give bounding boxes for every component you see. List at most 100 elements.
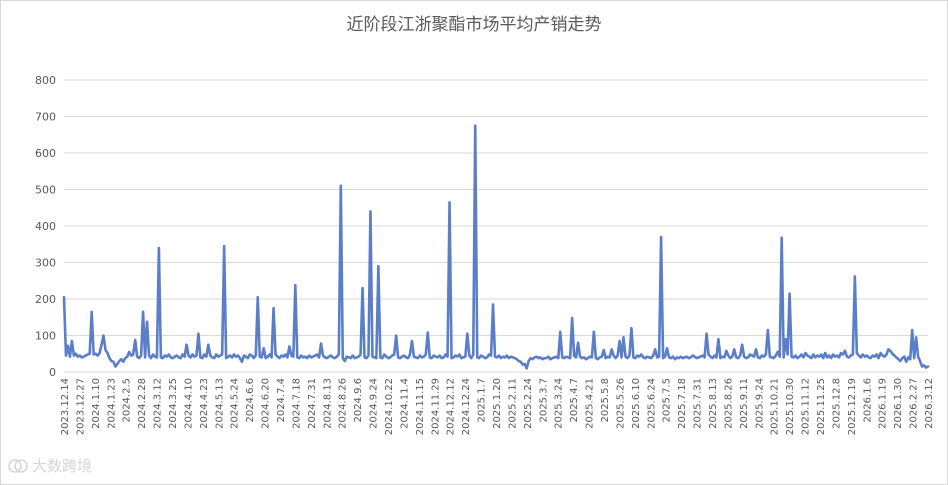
data-point <box>589 356 591 358</box>
data-point <box>500 357 502 359</box>
data-point <box>585 358 587 360</box>
data-point <box>290 354 292 357</box>
data-point <box>472 353 474 356</box>
data-point <box>719 357 722 359</box>
data-point <box>648 356 650 358</box>
data-point <box>917 356 919 358</box>
data-point <box>818 356 820 358</box>
data-point <box>195 354 198 357</box>
data-point <box>775 354 777 357</box>
x-tick-label: 2024.12.12 <box>446 378 457 435</box>
data-point <box>443 356 445 358</box>
data-point <box>217 356 219 358</box>
data-point <box>393 353 395 356</box>
data-point <box>185 344 188 346</box>
data-point <box>466 333 468 335</box>
data-point <box>180 357 182 359</box>
data-point <box>731 356 733 358</box>
data-point <box>599 356 601 358</box>
watermark: 大数跨境 <box>8 455 92 476</box>
x-tick-label: 2024.2.28 <box>137 378 148 429</box>
data-point <box>905 361 907 363</box>
data-point <box>747 356 749 358</box>
data-point <box>522 364 524 366</box>
data-point <box>903 356 905 358</box>
data-point <box>310 356 312 358</box>
data-point <box>413 356 415 358</box>
data-point <box>804 352 807 354</box>
data-point <box>209 354 211 357</box>
data-point <box>640 353 642 356</box>
data-point <box>844 350 846 352</box>
data-point <box>298 357 300 359</box>
data-point <box>508 357 510 359</box>
data-point <box>520 361 522 363</box>
x-tick-label: 2026.1.6 <box>862 378 873 423</box>
data-point <box>848 356 850 358</box>
data-point <box>765 353 767 356</box>
data-point <box>620 356 623 358</box>
data-point <box>359 353 362 356</box>
data-point <box>496 356 498 358</box>
data-point <box>168 353 170 356</box>
data-point <box>616 354 619 357</box>
data-point <box>91 311 93 313</box>
data-point <box>231 356 233 358</box>
data-point <box>458 353 461 356</box>
data-point <box>872 354 874 357</box>
data-point <box>332 356 334 358</box>
x-tick-label: 2025.1.20 <box>492 378 503 429</box>
data-point <box>575 356 577 358</box>
data-point <box>328 356 330 358</box>
data-point <box>207 344 209 346</box>
data-point <box>340 185 342 187</box>
data-point <box>777 351 779 353</box>
data-point <box>761 354 763 357</box>
data-point <box>437 356 439 358</box>
data-point <box>93 353 95 356</box>
data-point <box>613 354 615 357</box>
data-point <box>897 358 899 360</box>
data-point <box>571 317 573 319</box>
data-point <box>808 356 810 358</box>
data-point <box>559 331 561 333</box>
data-point <box>864 356 866 358</box>
data-point <box>191 353 194 356</box>
data-point <box>421 356 423 358</box>
data-point <box>615 357 617 359</box>
data-point <box>381 357 383 359</box>
data-point <box>796 357 799 359</box>
data-point <box>715 356 718 358</box>
data-point <box>312 356 314 358</box>
data-point <box>346 356 348 358</box>
data-point <box>684 356 686 358</box>
x-tick-label: 2025.7.31 <box>693 378 704 429</box>
data-point <box>810 357 812 359</box>
data-point <box>292 356 294 358</box>
data-point <box>158 247 160 249</box>
data-point <box>739 354 741 357</box>
x-tick-label: 2023.12.14 <box>60 378 71 435</box>
data-point <box>721 356 723 358</box>
data-point <box>284 353 287 356</box>
data-point <box>369 210 372 212</box>
x-tick-label: 2024.8.26 <box>338 378 349 429</box>
data-point <box>95 353 97 355</box>
data-point <box>553 356 555 358</box>
data-point <box>860 356 862 358</box>
data-point <box>322 354 324 357</box>
data-point <box>893 354 895 357</box>
data-point <box>670 357 672 359</box>
data-point <box>71 340 73 342</box>
data-point <box>516 358 518 360</box>
data-point <box>913 357 915 359</box>
data-point <box>150 357 152 359</box>
data-point <box>162 357 164 359</box>
data-point <box>909 358 911 360</box>
data-point <box>514 357 516 359</box>
data-point <box>854 275 856 277</box>
data-point <box>907 356 909 358</box>
data-point <box>506 354 508 357</box>
x-tick-label: 2025.7.18 <box>677 378 688 429</box>
data-point <box>822 357 824 359</box>
